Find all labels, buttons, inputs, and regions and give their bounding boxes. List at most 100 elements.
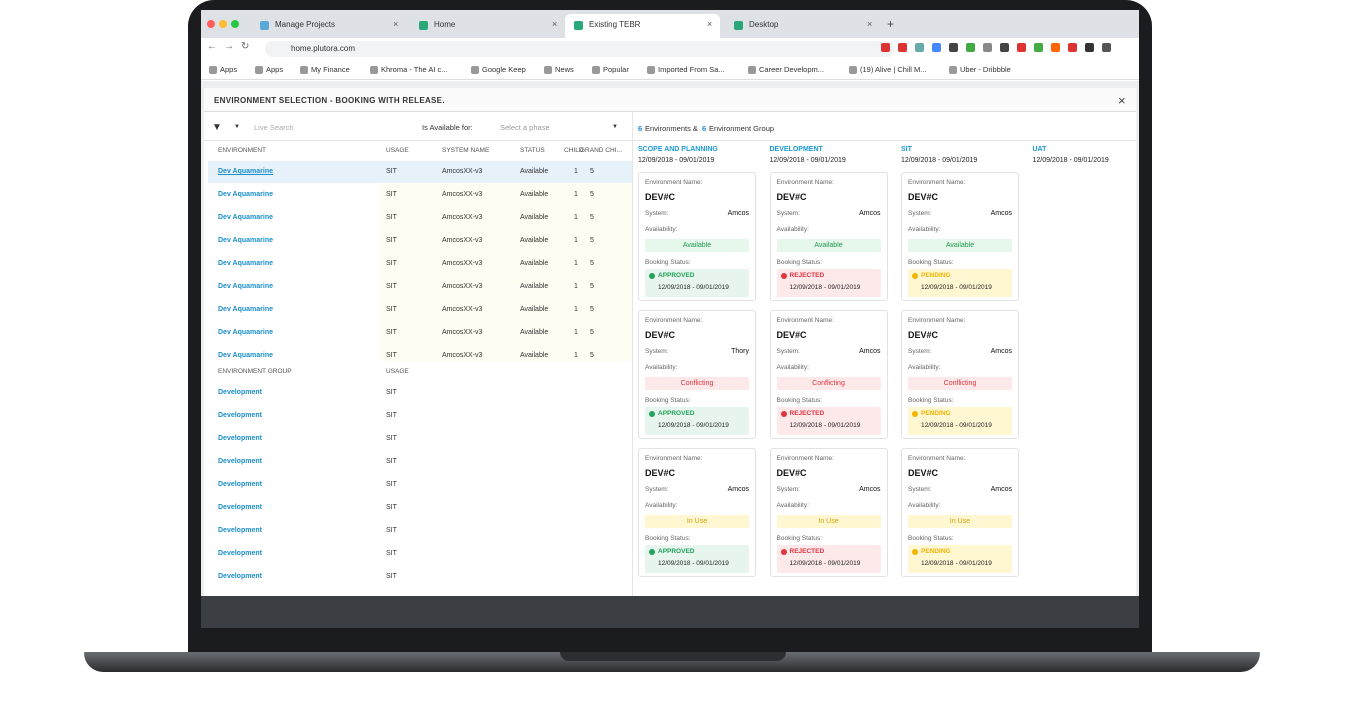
bookmark-icon[interactable]	[592, 66, 600, 74]
browser-tab[interactable]: Desktop ×	[725, 14, 880, 38]
extension-icon[interactable]	[1017, 43, 1026, 52]
search-input[interactable]: Live Search	[254, 123, 294, 132]
booking-status: PENDING	[921, 548, 951, 555]
environment-card[interactable]: Environment Name: DEV#C System: Thory Availa…	[638, 310, 756, 439]
bookmark-icon[interactable]	[544, 66, 552, 74]
card-label: Environment Name:	[908, 179, 966, 186]
table-cell: SIT	[386, 260, 397, 267]
tab-close[interactable]: ×	[707, 19, 713, 29]
bookmark[interactable]: Career Developm...	[759, 65, 825, 74]
extension-icon[interactable]	[881, 43, 890, 52]
extension-icon[interactable]	[1051, 43, 1060, 52]
booking-dates: 12/09/2018 - 09/01/2019	[921, 560, 992, 567]
extension-icon[interactable]	[966, 43, 975, 52]
browser-tab[interactable]: Home ×	[410, 14, 565, 38]
extension-icon[interactable]	[1034, 43, 1043, 52]
bookmark[interactable]: Imported From Sa...	[658, 65, 725, 74]
nav-buttons[interactable]: ←→↻	[207, 41, 257, 52]
extension-icon[interactable]	[1000, 43, 1009, 52]
window-button[interactable]	[219, 20, 227, 28]
bookmark[interactable]: News	[555, 65, 574, 74]
table-cell: AmcosXX-v3	[442, 329, 483, 336]
bookmark[interactable]: Popular	[603, 65, 629, 74]
tab-close[interactable]: ×	[867, 19, 873, 29]
group-link[interactable]: Development	[218, 550, 262, 557]
bookmark[interactable]: Uber - Dribbble	[960, 65, 1011, 74]
bookmark-icon[interactable]	[849, 66, 857, 74]
new-tab[interactable]: +	[887, 17, 895, 31]
group-link[interactable]: Development	[218, 458, 262, 465]
table-cell: 5	[590, 168, 594, 175]
environment-link[interactable]: Dev Aquamarine	[218, 237, 273, 244]
group-link[interactable]: Development	[218, 481, 262, 488]
table-cell: 5	[590, 329, 594, 336]
group-link[interactable]: Development	[218, 573, 262, 580]
summary-label: Environment Group	[709, 124, 775, 133]
environment-card[interactable]: Environment Name: DEV#C System: Amcos Availa…	[901, 172, 1019, 301]
bookmark[interactable]: Apps	[266, 65, 284, 74]
environment-link[interactable]: Dev Aquamarine	[218, 214, 273, 221]
card-label: Environment Name:	[645, 179, 703, 186]
extension-icon[interactable]	[949, 43, 958, 52]
bookmark-icon[interactable]	[471, 66, 479, 74]
environment-link[interactable]: Dev Aquamarine	[218, 168, 273, 175]
browser-tab[interactable]: Manage Projects ×	[251, 14, 406, 38]
bookmark[interactable]: Apps	[220, 65, 238, 74]
environment-link[interactable]: Dev Aquamarine	[218, 283, 273, 290]
group-link[interactable]: Development	[218, 435, 262, 442]
row-highlight	[208, 161, 632, 183]
extension-icon[interactable]	[898, 43, 907, 52]
window-button[interactable]	[231, 20, 239, 28]
environment-card[interactable]: Environment Name: DEV#C System: Amcos Availa…	[769, 448, 888, 577]
environment-link[interactable]: Dev Aquamarine	[218, 352, 273, 359]
card-label: Environment Name:	[908, 455, 966, 462]
bookmark-icon[interactable]	[647, 66, 655, 74]
environment-link[interactable]: Dev Aquamarine	[218, 329, 273, 336]
phase-select[interactable]: Select a phase	[500, 123, 550, 132]
address-bar[interactable]	[265, 41, 895, 57]
bookmark-icon[interactable]	[949, 66, 957, 74]
extension-icon[interactable]	[932, 43, 941, 52]
group-link[interactable]: Development	[218, 389, 262, 396]
column-header: USAGE	[386, 147, 409, 154]
extension-icon[interactable]	[1102, 43, 1111, 52]
group-link[interactable]: Development	[218, 412, 262, 419]
bookmark[interactable]: (19) Alive | Chill M...	[860, 65, 927, 74]
bookmark-icon[interactable]	[370, 66, 378, 74]
bookmark[interactable]: Google Keep	[482, 65, 526, 74]
filter-icon[interactable]: ▼	[212, 122, 222, 133]
card-label: System:	[776, 210, 800, 217]
environment-card[interactable]: Environment Name: DEV#C System: Amcos Availa…	[901, 448, 1019, 577]
bookmark-icon[interactable]	[209, 66, 217, 74]
group-link[interactable]: Development	[218, 527, 262, 534]
filter-caret[interactable]: ▼	[234, 124, 240, 130]
environment-link[interactable]: Dev Aquamarine	[218, 191, 273, 198]
environment-card[interactable]: Environment Name: DEV#C System: Amcos Availa…	[638, 172, 756, 301]
environment-card[interactable]: Environment Name: DEV#C System: Amcos Availa…	[769, 172, 888, 301]
environment-name: DEV#C	[776, 468, 807, 478]
group-link[interactable]: Development	[218, 504, 262, 511]
extension-icon[interactable]	[1068, 43, 1077, 52]
table-cell: SIT	[386, 214, 397, 221]
browser-tab[interactable]: Existing TEBR ×	[565, 14, 720, 38]
environment-card[interactable]: Environment Name: DEV#C System: Amcos Availa…	[901, 310, 1019, 439]
bookmark-icon[interactable]	[300, 66, 308, 74]
environment-card[interactable]: Environment Name: DEV#C System: Amcos Availa…	[769, 310, 888, 439]
tab-close[interactable]: ×	[552, 19, 558, 29]
environment-link[interactable]: Dev Aquamarine	[218, 306, 273, 313]
url[interactable]: home.plutora.com	[291, 44, 356, 53]
extension-icon[interactable]	[983, 43, 992, 52]
window-button[interactable]	[207, 20, 215, 28]
table-cell: SIT	[386, 412, 397, 419]
bookmark-icon[interactable]	[255, 66, 263, 74]
bookmark[interactable]: Khroma - The AI c...	[381, 65, 448, 74]
environment-link[interactable]: Dev Aquamarine	[218, 260, 273, 267]
select-caret[interactable]: ▼	[612, 124, 618, 130]
extension-icon[interactable]	[1085, 43, 1094, 52]
tab-close[interactable]: ×	[393, 19, 399, 29]
bookmark-icon[interactable]	[748, 66, 756, 74]
environment-card[interactable]: Environment Name: DEV#C System: Amcos Availa…	[638, 448, 756, 577]
bookmark[interactable]: My Finance	[311, 65, 350, 74]
close-button[interactable]: ×	[1118, 93, 1126, 108]
extension-icon[interactable]	[915, 43, 924, 52]
